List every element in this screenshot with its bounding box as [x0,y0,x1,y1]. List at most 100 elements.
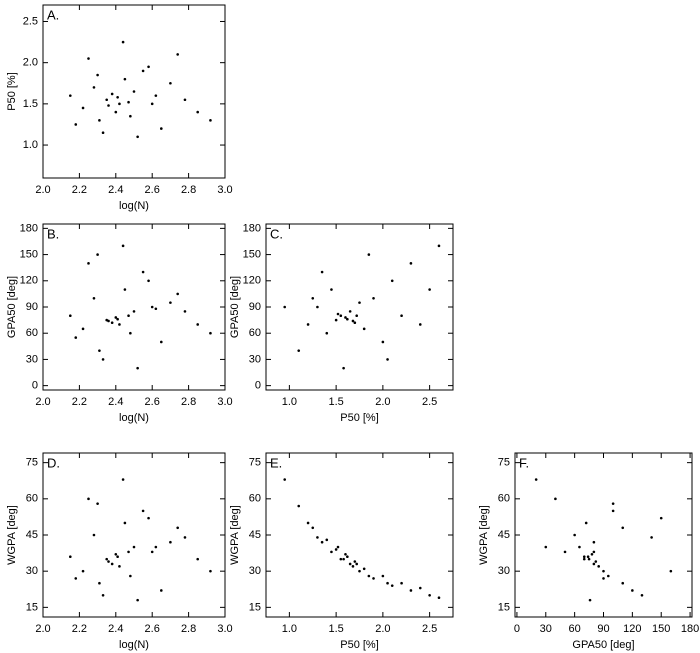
point [98,581,101,585]
point [114,110,118,114]
point [87,57,90,60]
point [578,545,581,549]
point [418,323,422,326]
point [169,81,172,85]
point [160,589,163,592]
y-tick-label: 75 [26,457,38,469]
point [320,270,324,274]
point [154,94,158,97]
x-tick-label: 0 [514,623,520,635]
point [69,555,72,559]
point [306,323,310,326]
y-tick-label: 30 [498,565,510,577]
point [96,253,99,256]
point [346,555,349,559]
point [110,321,114,325]
y-tick-label: 60 [26,493,38,505]
point [150,102,154,106]
x-axis-label: log(N) [119,412,149,424]
panel-label: E. [270,455,282,470]
point [116,95,119,99]
point [123,77,127,81]
y-axis-label: GPA50 [deg] [229,276,241,338]
point [118,565,121,568]
point [123,521,127,525]
point [582,557,586,561]
plot-frame [42,223,226,391]
point [592,550,596,554]
point [588,598,592,602]
point [101,593,105,597]
point [96,502,99,505]
point [154,545,158,549]
point [386,581,389,585]
point [118,102,121,106]
y-tick-label: 30 [249,353,261,365]
panel-label: D. [47,455,60,470]
point [320,540,324,544]
point [136,135,139,139]
y-tick-label: 45 [249,529,261,541]
point [582,555,586,559]
point [611,509,615,513]
point [196,323,199,326]
panel-label: C. [270,226,283,241]
point [342,366,345,370]
point [334,318,338,322]
point [390,584,394,587]
point [381,340,385,344]
point [209,569,212,573]
point [81,327,85,331]
point [325,538,329,542]
point [74,336,78,339]
point [346,317,349,321]
point [563,550,567,554]
y-axis-label: P50 [%] [6,72,18,111]
y-tick-label: 15 [249,601,261,613]
y-tick-label: 45 [498,529,510,541]
y-tick-label: 150 [243,248,261,260]
point [147,279,150,283]
point [69,314,72,318]
point [98,119,101,122]
point [141,509,145,513]
point [129,574,132,578]
x-tick-label: 120 [623,623,641,635]
point [129,331,132,335]
y-tick-label: 75 [498,457,510,469]
y-tick-label: 75 [249,457,261,469]
point [669,569,673,573]
point [621,581,625,585]
x-tick-label: 2.2 [72,396,87,408]
x-tick-label: 2.8 [181,396,196,408]
x-tick-label: 3.0 [217,184,232,196]
y-tick-label: 45 [26,529,38,541]
point [160,340,163,344]
y-tick-label: 180 [243,222,261,234]
point [98,349,101,352]
point [105,98,108,102]
point [336,312,340,316]
x-tick-label: 1.0 [282,396,297,408]
point [283,305,287,309]
x-tick-label: 60 [569,623,581,635]
x-tick-label: 30 [540,623,552,635]
point [428,288,431,291]
x-axis-label: log(N) [119,639,149,651]
x-tick-label: 1.0 [282,623,297,635]
point [81,106,85,110]
point [74,577,78,580]
point [160,127,163,130]
point [353,321,357,325]
point [325,331,329,335]
x-tick-label: 2.2 [72,184,87,196]
x-tick-label: 2.5 [422,623,437,635]
point [336,545,340,549]
point [362,567,366,571]
point [428,593,431,597]
point [114,552,118,556]
point [418,586,422,590]
point [339,314,343,318]
y-tick-label: 90 [249,301,261,313]
